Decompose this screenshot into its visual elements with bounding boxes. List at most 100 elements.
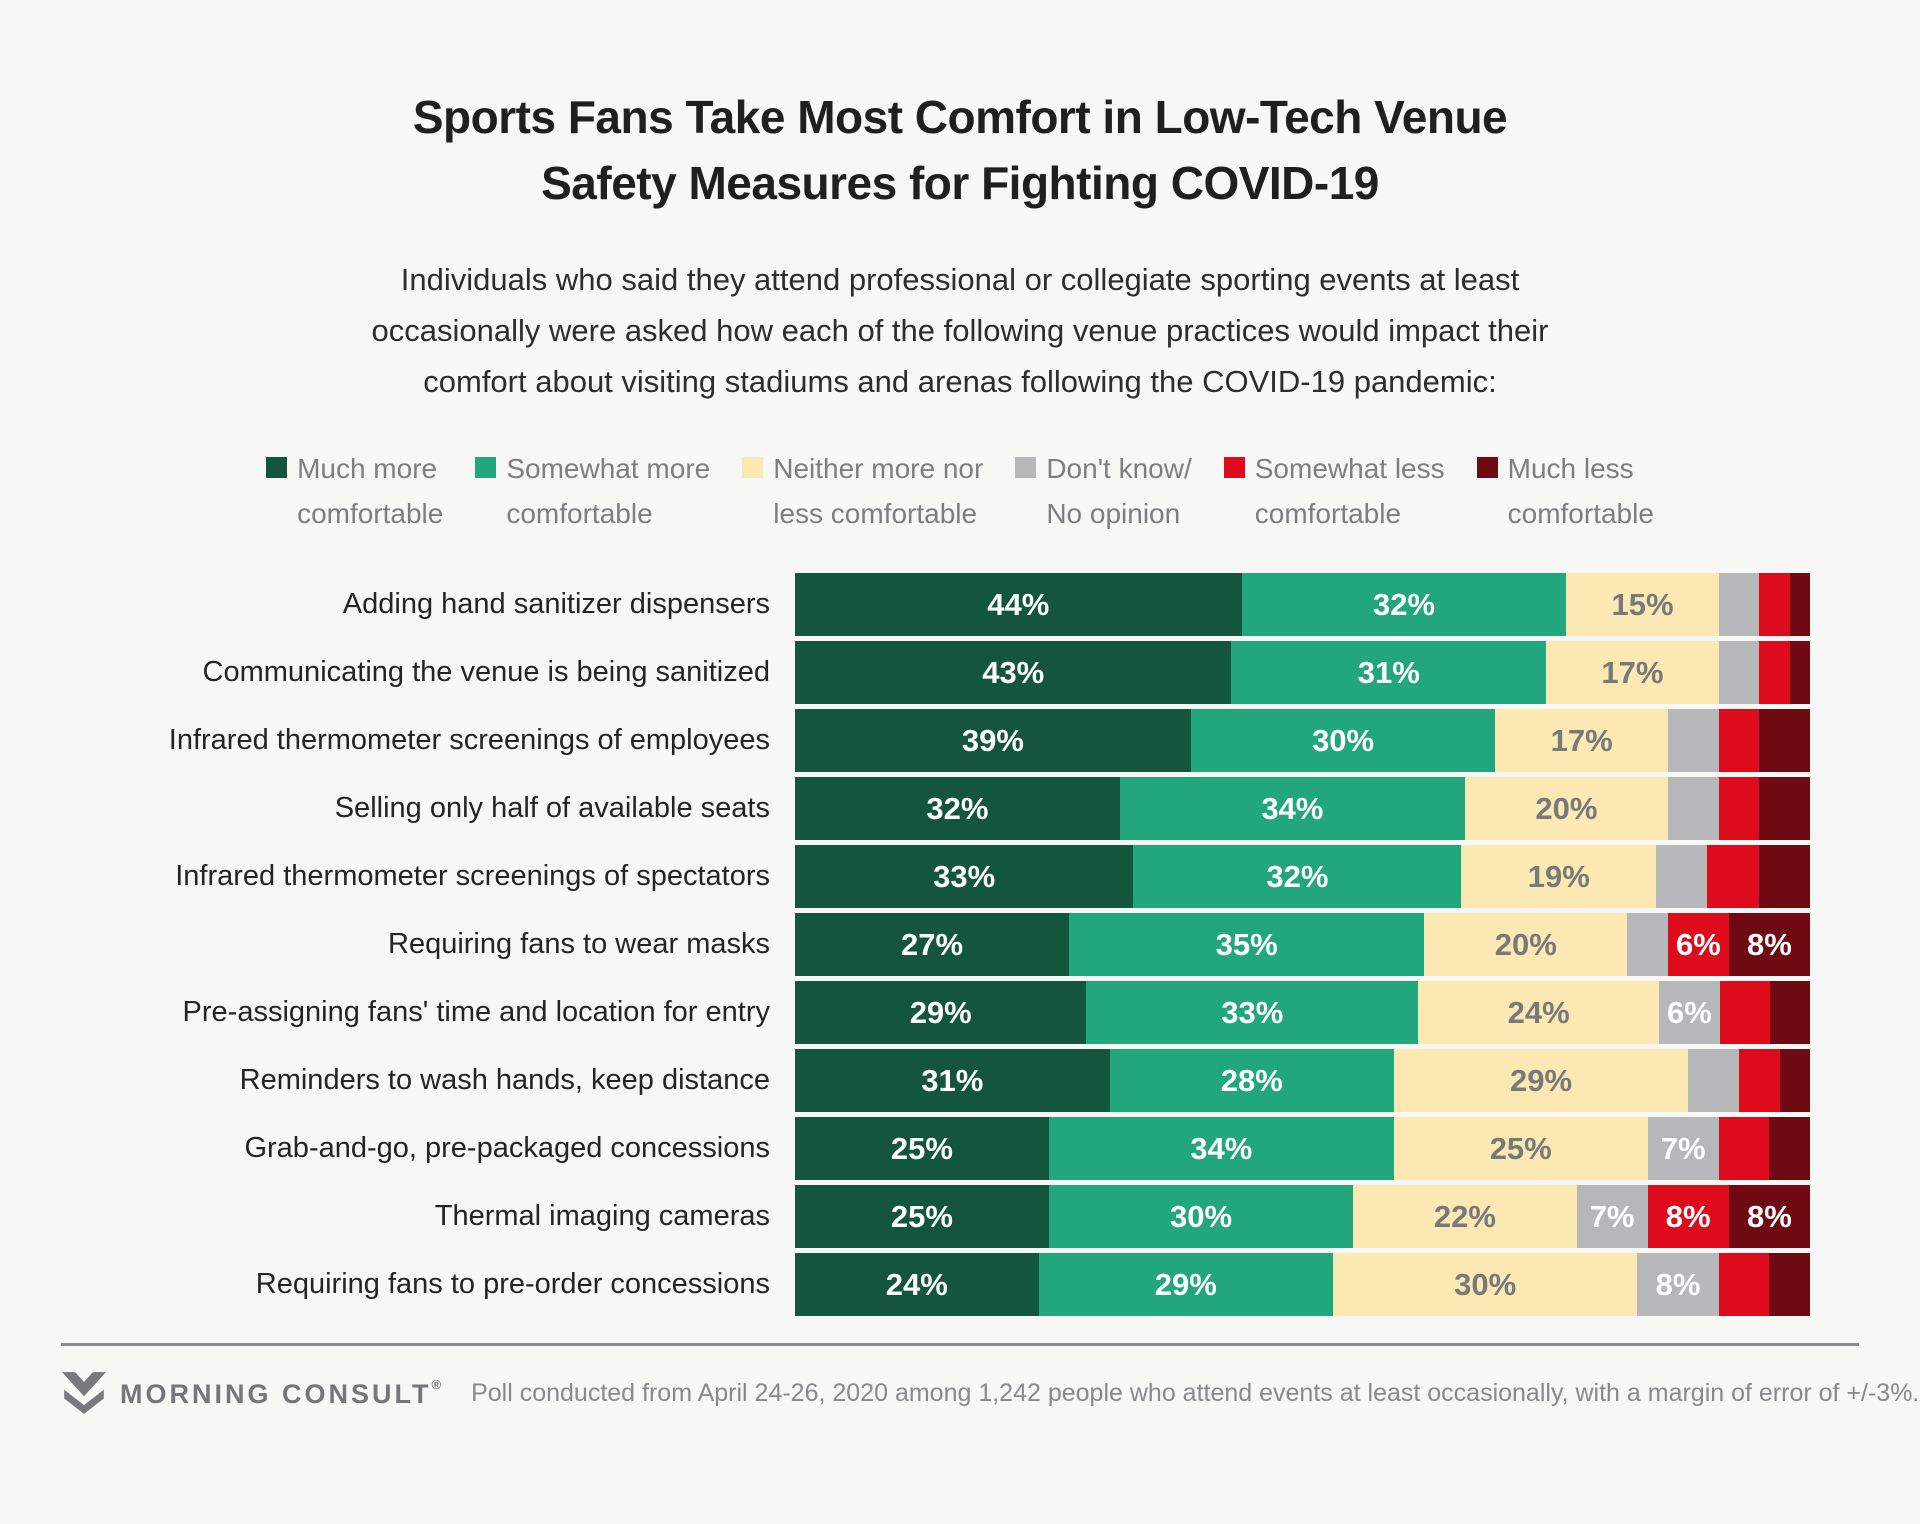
- stacked-bar: 24% 29% 30% 8%: [795, 1253, 1810, 1316]
- bar-segment: 30%: [1048, 1185, 1354, 1248]
- legend-label-line-2: No opinion: [1046, 498, 1181, 529]
- bar-segment: 35%: [1069, 913, 1425, 976]
- row-label: Reminders to wash hands, keep distance: [239, 1064, 770, 1096]
- legend-label-line-2: less comfortable: [773, 498, 978, 529]
- bar-segment: [1667, 777, 1719, 840]
- legend-swatch-icon: [1223, 457, 1245, 478]
- bar-segment: [1738, 1049, 1780, 1112]
- chart-title-line-2: Safety Measures for Fighting COVID-19: [541, 157, 1379, 209]
- stacked-bar-chart: Adding hand sanitizer dispensers 44% 32% 15…: [0, 573, 1920, 1316]
- footer: MORNING CONSULT® Poll conducted from Apr…: [62, 1372, 1920, 1414]
- bar-segment: 17%: [1546, 641, 1719, 704]
- brand-name: MORNING CONSULT®: [120, 1377, 441, 1410]
- row-label: Infrared thermometer screenings of emplo…: [168, 724, 770, 756]
- segment-value-label: 33%: [1221, 994, 1284, 1030]
- stacked-bar: 27% 35% 20% 6% 8%: [795, 913, 1810, 976]
- legend-swatch-icon: [266, 457, 288, 478]
- segment-value-label: 39%: [961, 722, 1024, 758]
- bar-segment: 20%: [1464, 777, 1668, 840]
- chart-row: Requiring fans to wear masks 27% 35% 20% 6% 8…: [0, 913, 1920, 976]
- segment-value-label: 8%: [1746, 926, 1792, 962]
- legend-label-line-1: Neither more nor: [773, 453, 984, 484]
- bar-segment: 32%: [1133, 845, 1462, 908]
- row-label: Selling only half of available seats: [334, 792, 770, 824]
- bar-segment: [1718, 641, 1760, 704]
- segment-value-label: 30%: [1169, 1198, 1233, 1234]
- stacked-bar: 39% 30% 17%: [795, 709, 1810, 772]
- bar-segment: [1718, 1253, 1770, 1316]
- segment-value-label: 34%: [1261, 790, 1324, 826]
- segment-value-label: 20%: [1535, 790, 1598, 826]
- bar-segment: 31%: [795, 1049, 1110, 1112]
- bar-segment: 24%: [1418, 981, 1660, 1044]
- bar-segment: [1759, 777, 1810, 840]
- segment-value-label: 6%: [1675, 926, 1721, 962]
- segment-value-label: 6%: [1667, 994, 1712, 1030]
- chart-row: Selling only half of available seats 32% 3…: [0, 777, 1920, 840]
- segment-value-label: 31%: [921, 1062, 984, 1098]
- segment-value-label: 43%: [982, 654, 1045, 690]
- bar-segment: [1789, 573, 1810, 636]
- bar-segment: [1718, 573, 1760, 636]
- chart-subtitle-line-3: comfort about visiting stadiums and aren…: [423, 364, 1497, 399]
- stacked-bar: 44% 32% 15%: [795, 573, 1810, 636]
- bar-segment: 20%: [1424, 913, 1628, 976]
- segment-value-label: 32%: [1266, 858, 1329, 894]
- legend-swatch-icon: [1015, 457, 1037, 478]
- bar-segment: 29%: [1038, 1253, 1333, 1316]
- segment-value-label: 8%: [1665, 1198, 1711, 1234]
- legend-label-line-1: Don't know/: [1046, 453, 1192, 484]
- chart-row: Pre-assigning fans' time and location fo…: [0, 981, 1920, 1044]
- bar-segment: 32%: [795, 777, 1120, 840]
- segment-value-label: 33%: [933, 858, 996, 894]
- chart-subtitle: Individuals who said they attend profess…: [0, 254, 1920, 407]
- segment-value-label: 29%: [1510, 1062, 1573, 1098]
- segment-value-label: 24%: [885, 1266, 948, 1302]
- legend-label: Somewhat less comfortable: [1255, 446, 1445, 536]
- bar-segment: 8%: [1647, 1185, 1729, 1248]
- segment-value-label: 17%: [1550, 722, 1613, 758]
- morning-consult-logo-icon: [62, 1372, 106, 1414]
- bar-segment: 25%: [795, 1185, 1049, 1248]
- segment-value-label: 8%: [1655, 1266, 1701, 1302]
- stacked-bar: 33% 32% 19%: [795, 845, 1810, 908]
- bar-segment: 17%: [1495, 709, 1668, 772]
- bar-segment: [1719, 981, 1770, 1044]
- bar-segment: [1707, 845, 1759, 908]
- stacked-bar: 29% 33% 24% 6%: [795, 981, 1811, 1044]
- segment-value-label: 34%: [1190, 1130, 1253, 1166]
- chart-row: Grab-and-go, pre-packaged concessions 25%…: [0, 1117, 1920, 1180]
- segment-value-label: 30%: [1454, 1266, 1517, 1302]
- bar-segment: 25%: [795, 1117, 1049, 1180]
- row-label: Pre-assigning fans' time and location fo…: [182, 996, 770, 1028]
- bar-segment: 44%: [795, 573, 1242, 636]
- segment-value-label: 32%: [1372, 586, 1436, 622]
- chart-row: Reminders to wash hands, keep distance 31…: [0, 1049, 1920, 1112]
- legend-swatch-icon: [742, 457, 764, 478]
- segment-value-label: 7%: [1589, 1198, 1635, 1234]
- bar-segment: 8%: [1728, 913, 1810, 976]
- segment-value-label: 35%: [1215, 926, 1278, 962]
- legend-label-line-1: Somewhat less: [1254, 453, 1445, 484]
- bar-segment: 7%: [1576, 1185, 1648, 1248]
- segment-value-label: 25%: [1489, 1130, 1552, 1166]
- bar-segment: 33%: [1086, 981, 1419, 1044]
- segment-value-label: 15%: [1611, 586, 1674, 622]
- bar-segment: 29%: [795, 981, 1087, 1044]
- legend-label-line-1: Somewhat more: [506, 453, 711, 484]
- segment-value-label: 20%: [1494, 926, 1557, 962]
- segment-value-label: 31%: [1357, 654, 1420, 690]
- bar-segment: 8%: [1728, 1185, 1810, 1248]
- bar-segment: [1688, 1049, 1739, 1112]
- chart-title-line-1: Sports Fans Take Most Comfort in Low-Tec…: [412, 91, 1508, 143]
- bar-segment: [1656, 845, 1708, 908]
- legend-item-1: Somewhat more comfortable: [475, 446, 710, 536]
- bar-segment: 19%: [1461, 845, 1657, 908]
- segment-value-label: 7%: [1660, 1130, 1706, 1166]
- bar-segment: 43%: [795, 641, 1232, 704]
- bar-segment: 34%: [1048, 1117, 1394, 1180]
- chart-row: Infrared thermometer screenings of emplo…: [0, 709, 1920, 772]
- bar-segment: [1718, 777, 1760, 840]
- chart-row: Adding hand sanitizer dispensers 44% 32% 15…: [0, 573, 1920, 636]
- segment-value-label: 27%: [901, 926, 964, 962]
